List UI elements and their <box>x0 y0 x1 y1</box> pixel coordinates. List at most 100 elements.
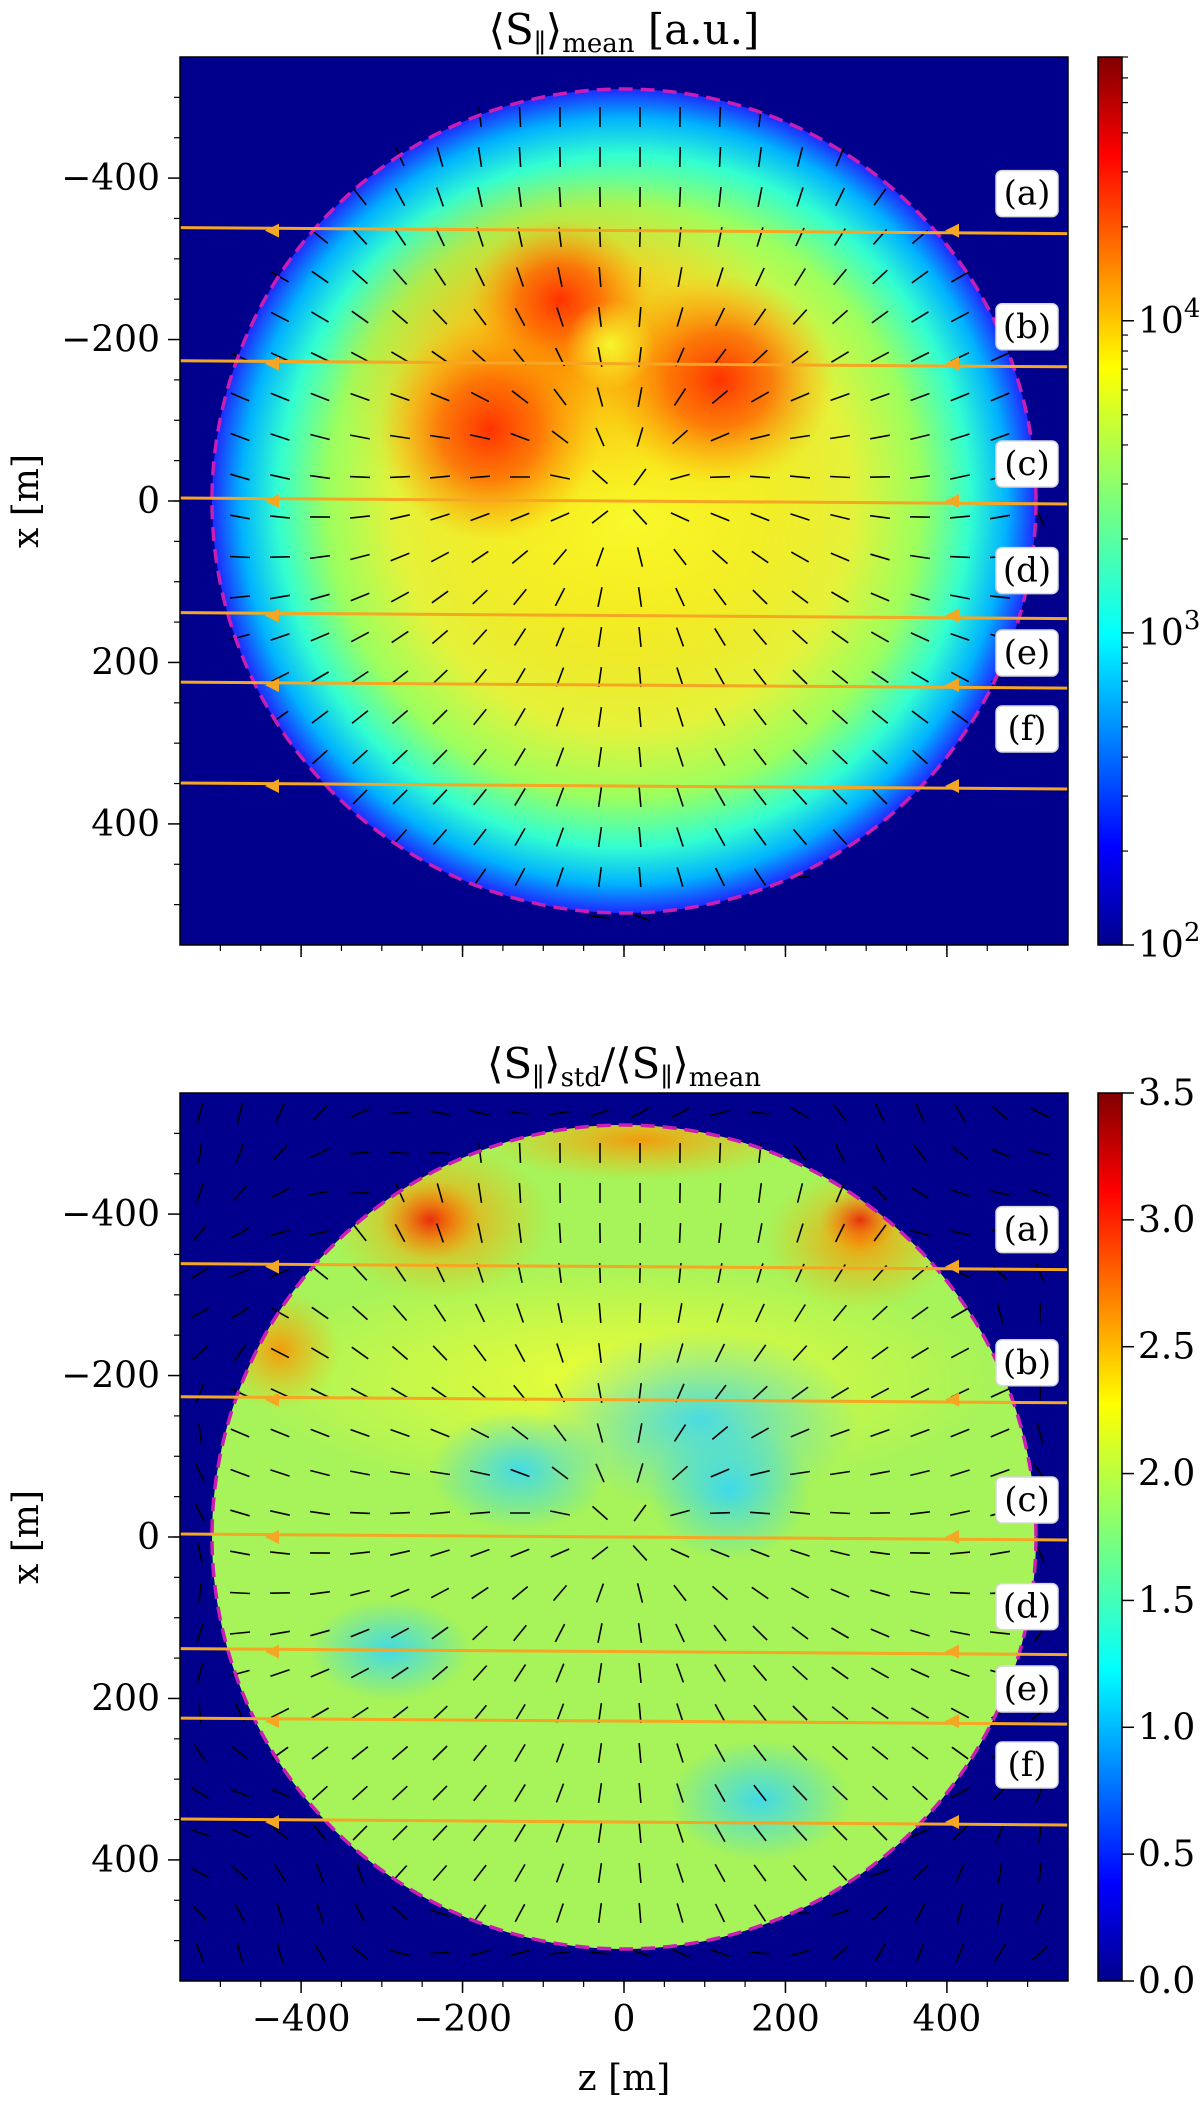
polarization-tick <box>638 1902 642 1924</box>
panel1-axes: −400 −200 0 200 400 <box>61 96 1029 957</box>
trajectory-label-box <box>995 1339 1059 1387</box>
polarization-tick <box>198 1423 202 1443</box>
panel2-colorbar-ticks: 3.5 3.0 2.5 2.0 1.5 1.0 0.5 0.0 <box>1122 1073 1195 2002</box>
polarization-tick <box>478 1143 482 1163</box>
polarization-tick <box>870 631 890 643</box>
polarization-tick <box>555 627 565 647</box>
polarization-tick <box>595 1463 605 1483</box>
polarization-tick <box>510 1111 530 1115</box>
polarization-tick <box>870 1628 890 1638</box>
trajectory-arrow <box>265 1714 279 1729</box>
polarization-tick <box>1036 1423 1044 1443</box>
polarization-tick <box>591 469 609 485</box>
trajectory-arrow <box>945 1644 959 1659</box>
polarization-tick <box>710 1548 730 1558</box>
polarization-tick <box>435 1223 445 1243</box>
polarization-tick <box>270 1669 290 1677</box>
polarization-tick <box>191 1345 209 1361</box>
polarization-tick <box>950 392 970 402</box>
polarization-tick <box>389 1151 411 1155</box>
polarization-tick <box>752 628 768 646</box>
polarization-tick <box>270 1187 290 1199</box>
polarization-tick <box>714 827 726 847</box>
polarization-tick <box>597 1782 603 1804</box>
panel1-boundary <box>210 87 1038 915</box>
polarization-tick <box>790 1549 810 1557</box>
polarization-tick <box>834 1223 846 1243</box>
polarization-tick <box>990 1388 1010 1398</box>
polarization-tick <box>994 1944 1006 1962</box>
polarization-tick <box>235 1143 245 1163</box>
polarization-tick <box>871 1746 889 1760</box>
polarization-tick <box>230 1428 250 1438</box>
polarization-tick <box>789 1511 811 1515</box>
polarization-tick <box>871 1346 889 1360</box>
polarization-tick <box>870 434 890 440</box>
polarization-tick <box>718 146 722 168</box>
polarization-tick <box>870 392 890 402</box>
polarization-tick <box>915 1103 925 1123</box>
polarization-tick <box>1030 1107 1050 1119</box>
polarization-tick <box>310 1148 330 1158</box>
polarization-tick <box>470 434 490 440</box>
polarization-tick <box>390 1387 410 1399</box>
polarization-tick <box>789 434 811 440</box>
trajectory-label-box <box>995 1582 1059 1631</box>
polarization-tick <box>755 267 765 287</box>
polarization-tick <box>351 269 369 285</box>
polarization-tick <box>750 1111 770 1115</box>
polarization-tick <box>351 310 369 324</box>
polarization-tick <box>311 230 329 244</box>
polarization-tick <box>477 187 483 207</box>
polarization-tick <box>796 187 804 207</box>
polarization-tick <box>670 473 690 481</box>
polarization-tick <box>595 1583 605 1603</box>
polarization-tick <box>830 552 850 562</box>
polarization-tick <box>638 866 642 888</box>
polarization-tick <box>474 267 486 287</box>
polarization-tick <box>432 1705 448 1721</box>
polarization-tick <box>757 1182 763 1204</box>
polarization-tick <box>430 1428 450 1438</box>
polarization-tick <box>472 1665 488 1681</box>
polarization-tick <box>831 670 849 684</box>
polarization-tick <box>671 1465 689 1481</box>
polarization-tick <box>677 267 683 287</box>
polarization-tick <box>390 591 410 603</box>
polarization-tick <box>676 1743 684 1763</box>
polarization-tick <box>910 1668 930 1678</box>
polarization-tick <box>270 1388 290 1398</box>
polarization-tick <box>473 1824 487 1842</box>
polarization-tick <box>710 1948 730 1958</box>
polarization-tick <box>914 1903 926 1923</box>
polarization-tick <box>553 1424 567 1442</box>
polarization-tick <box>632 1545 648 1561</box>
x-tick-label: −400 <box>252 1999 351 2040</box>
polarization-tick <box>911 270 929 284</box>
polarization-tick <box>514 1903 526 1923</box>
polarization-tick <box>874 1943 886 1963</box>
polarization-tick <box>638 306 642 328</box>
polarization-tick <box>951 1146 969 1160</box>
polarization-tick <box>310 351 330 363</box>
polarization-tick <box>910 1828 930 1838</box>
polarization-tick <box>792 749 808 765</box>
polarization-tick <box>431 350 449 364</box>
polarization-tick <box>830 1627 850 1639</box>
polarization-tick <box>510 512 530 522</box>
polarization-tick <box>636 1583 644 1603</box>
polarization-tick <box>711 1585 729 1601</box>
polarization-tick <box>429 1151 451 1155</box>
trajectory-arrow <box>945 1815 959 1829</box>
polarization-tick <box>789 1470 811 1476</box>
y-tick-label: −400 <box>61 1194 160 1235</box>
polarization-tick <box>675 1663 685 1683</box>
panel1-colorbar-ticks: 104 103 102 <box>1122 56 1200 966</box>
polarization-tick <box>597 626 603 648</box>
polarization-tick <box>477 146 483 168</box>
trajectory-label: (b) <box>1003 1343 1051 1383</box>
panel2-colorbar <box>1097 1092 1123 1982</box>
polarization-tick <box>270 1229 290 1237</box>
polarization-tick <box>429 1511 451 1515</box>
polarization-tick <box>832 1865 848 1881</box>
